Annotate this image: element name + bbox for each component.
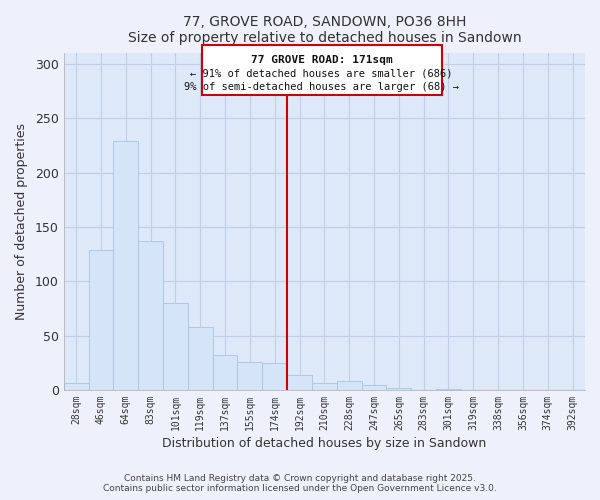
Title: 77, GROVE ROAD, SANDOWN, PO36 8HH
Size of property relative to detached houses i: 77, GROVE ROAD, SANDOWN, PO36 8HH Size o… (128, 15, 521, 45)
Bar (337, 382, 362, 390)
Bar (138, 241, 163, 390)
Bar (312, 384, 337, 390)
Bar (163, 303, 188, 390)
Bar (113, 142, 138, 390)
Text: Contains HM Land Registry data © Crown copyright and database right 2025.: Contains HM Land Registry data © Crown c… (124, 474, 476, 483)
Bar (287, 374, 312, 390)
Bar (436, 389, 461, 390)
Bar (238, 362, 262, 390)
Text: 9% of semi-detached houses are larger (68) →: 9% of semi-detached houses are larger (6… (184, 82, 459, 92)
Bar (212, 355, 238, 390)
FancyBboxPatch shape (202, 45, 442, 96)
Y-axis label: Number of detached properties: Number of detached properties (15, 123, 28, 320)
Bar (262, 363, 287, 390)
Bar (188, 327, 212, 390)
Text: 77 GROVE ROAD: 171sqm: 77 GROVE ROAD: 171sqm (251, 55, 392, 65)
Bar (64, 384, 89, 390)
Text: Contains public sector information licensed under the Open Government Licence v3: Contains public sector information licen… (103, 484, 497, 493)
Text: ← 91% of detached houses are smaller (686): ← 91% of detached houses are smaller (68… (190, 68, 453, 78)
Bar (386, 388, 411, 390)
Bar (89, 250, 113, 390)
X-axis label: Distribution of detached houses by size in Sandown: Distribution of detached houses by size … (162, 437, 487, 450)
Bar (362, 384, 386, 390)
